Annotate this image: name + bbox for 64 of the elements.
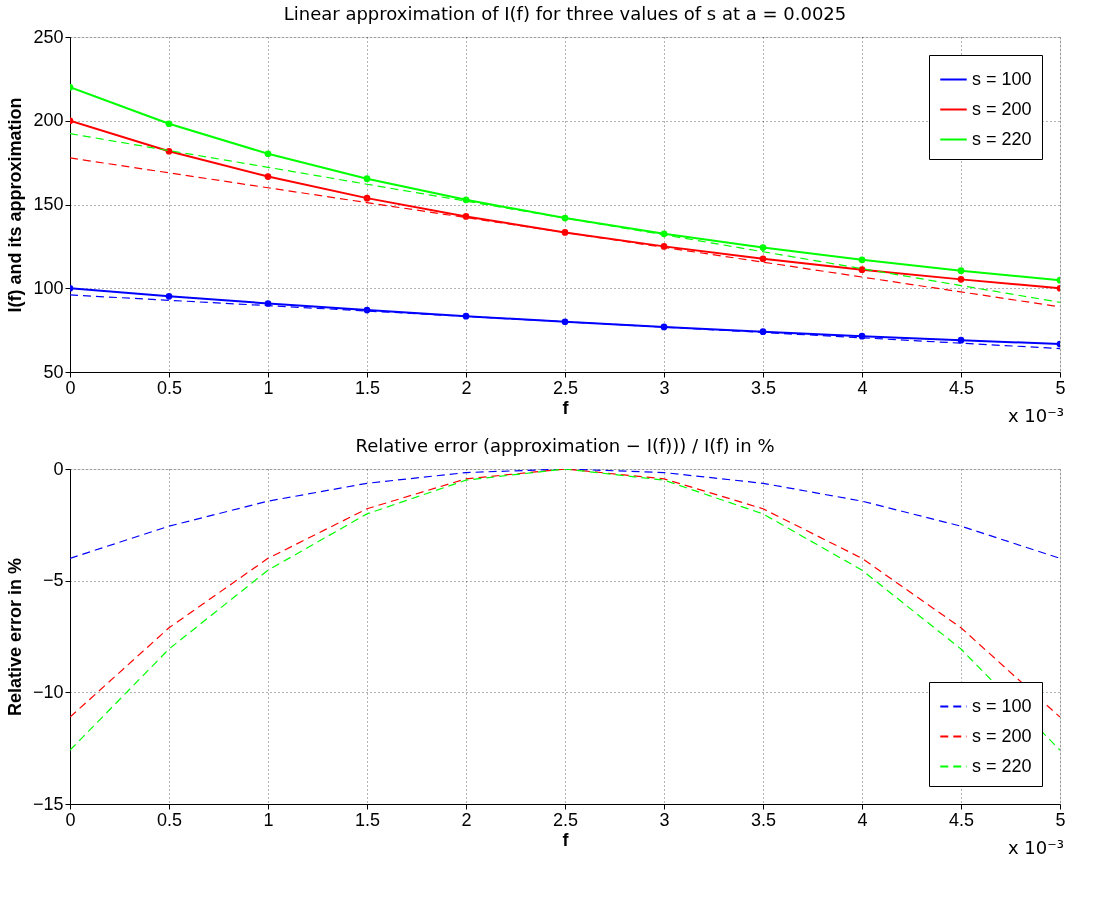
- point: [957, 336, 965, 344]
- point: [660, 323, 668, 331]
- text: x 10⁻³: [1008, 405, 1064, 426]
- y-tick-label: 0: [53, 458, 64, 479]
- y-tick-label: 200: [33, 110, 64, 131]
- x-tick-label: 1.5: [354, 377, 381, 398]
- point: [759, 255, 767, 263]
- x-tick-label: 0.5: [156, 377, 183, 398]
- x-tick-label: 2.5: [552, 377, 579, 398]
- x-tick-label: 3: [659, 809, 670, 830]
- legend-label: s = 100: [972, 68, 1032, 89]
- x-tick-label: 1.5: [354, 809, 381, 830]
- point: [363, 306, 371, 314]
- x-tick-label: 3: [659, 377, 670, 398]
- point: [165, 292, 173, 300]
- point: [264, 173, 272, 180]
- y-tick-label: 50: [43, 361, 64, 382]
- x-tick-label: 3.5: [750, 377, 777, 398]
- legend-label: s = 220: [972, 755, 1032, 776]
- x-tick-label: 5: [1055, 809, 1066, 830]
- y-axis-title: Relative error in %: [4, 557, 25, 717]
- point: [462, 213, 470, 220]
- y-tick-label: −15: [32, 793, 64, 814]
- x-tick-label: 3.5: [750, 809, 777, 830]
- chart-title: Linear approximation of I(f) for three values of s at a = 0.0025: [283, 3, 847, 24]
- point: [165, 120, 173, 128]
- x-tick-label: 4.5: [948, 377, 975, 398]
- point: [957, 276, 965, 283]
- x-tick-label: 4: [857, 809, 868, 830]
- legend-label: s = 220: [972, 128, 1032, 149]
- point: [363, 175, 371, 183]
- point: [858, 266, 866, 273]
- point: [858, 256, 866, 264]
- point: [759, 328, 767, 335]
- point: [264, 300, 272, 307]
- x-tick-label: 4.5: [948, 809, 975, 830]
- point: [264, 150, 272, 158]
- x-tick-label: 2.5: [552, 809, 579, 830]
- legend-label: s = 100: [972, 695, 1032, 716]
- x-tick-label: 1: [263, 377, 274, 398]
- y-tick-label: 250: [33, 26, 64, 47]
- point: [363, 194, 371, 202]
- x-tick-label: 0.5: [156, 809, 183, 830]
- chart-title: Relative error (approximation − I(f))) / I(f) in %: [355, 435, 775, 456]
- text: x 10⁻³: [1008, 837, 1064, 858]
- legend-label: s = 200: [972, 98, 1032, 119]
- point: [165, 147, 173, 155]
- y-tick-label: 100: [33, 277, 64, 298]
- y-tick-label: 150: [33, 194, 64, 214]
- point: [462, 196, 470, 204]
- point: [561, 229, 569, 236]
- x-tick-label: 1: [263, 809, 274, 830]
- y-axis-title: I(f) and its approximation: [5, 97, 26, 313]
- x-tick-label: 5: [1055, 377, 1066, 398]
- x-tick-label: 4: [857, 377, 868, 398]
- x-axis-title: f: [562, 829, 570, 850]
- y-tick-label: −5: [42, 570, 64, 591]
- legend-label: s = 200: [972, 725, 1032, 746]
- point: [957, 267, 965, 275]
- x-axis-title: f: [562, 397, 570, 418]
- x-tick-label: 2: [461, 377, 472, 398]
- x-tick-label: 2: [461, 809, 472, 830]
- point: [759, 244, 767, 251]
- y-tick-label: −10: [32, 681, 64, 702]
